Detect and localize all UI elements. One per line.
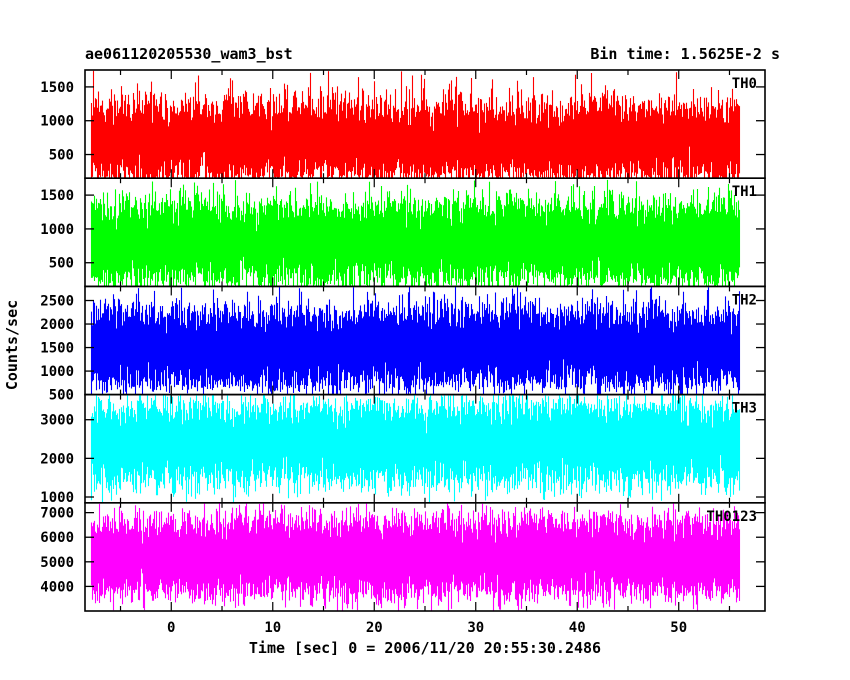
x-axis-label: Time [sec] 0 = 2006/11/20 20:55:30.2486: [249, 639, 601, 657]
y-tick-label: 1000: [40, 114, 74, 130]
light-curve-th0123: [90, 502, 741, 611]
bin-time-label: Bin time: 1.5625E-2 s: [590, 45, 780, 63]
light-curve-th2: [90, 286, 741, 395]
y-tick-label: 500: [49, 256, 74, 272]
x-axis: 0 10 20 30 40 50: [167, 620, 687, 636]
panel-label-th0: TH0: [732, 76, 757, 92]
y-tick-label: 1000: [40, 364, 74, 380]
panel-th2: 500 1000 1500 2000 2500 TH2: [40, 285, 766, 404]
y-tick-label: 500: [49, 148, 74, 164]
y-tick-label: 7000: [40, 506, 74, 522]
light-curve-th1: [90, 179, 741, 287]
y-tick-label: 2500: [40, 294, 74, 310]
y-tick-label: 1000: [40, 222, 74, 238]
panel-label-th3: TH3: [732, 401, 757, 417]
panel-th1: 500 1000 1500 TH1: [40, 177, 766, 288]
x-tick-label: 20: [366, 620, 383, 636]
y-axis-label: Counts/sec: [3, 300, 21, 390]
x-tick-label: 0: [167, 620, 175, 636]
panel-th3: 1000 2000 3000 TH3: [40, 393, 766, 506]
y-tick-label: 1500: [40, 341, 74, 357]
panel-label-th2: TH2: [732, 292, 757, 308]
x-tick-label: 30: [467, 620, 484, 636]
y-tick-label: 2000: [40, 317, 74, 333]
panels-group: 500 1000 1500 TH0 500 1000 1500 TH1 500 1000 1500 2…: [40, 69, 766, 612]
y-tick-label: 1500: [40, 188, 74, 204]
light-curve-th0: [90, 70, 741, 179]
panel-label-th1: TH1: [732, 184, 757, 200]
x-tick-label: 50: [670, 620, 687, 636]
y-tick-label: 1000: [40, 490, 74, 506]
y-tick-label: 2000: [40, 451, 74, 467]
y-tick-label: 5000: [40, 555, 74, 571]
y-tick-label: 4000: [40, 579, 74, 595]
y-tick-label: 1500: [40, 80, 74, 96]
x-tick-label: 40: [569, 620, 586, 636]
y-tick-label: 6000: [40, 530, 74, 546]
y-tick-label: 3000: [40, 413, 74, 429]
panel-th0: 500 1000 1500 TH0: [40, 69, 766, 179]
panel-th0123: 4000 5000 6000 7000 TH0123: [40, 501, 766, 612]
chart-title: ae061120205530_wam3_bst: [85, 45, 293, 63]
y-tick-label: 500: [49, 388, 74, 404]
panel-label-th0123: TH0123: [706, 509, 757, 525]
light-curve-th3: [90, 394, 741, 503]
x-tick-label: 10: [264, 620, 281, 636]
